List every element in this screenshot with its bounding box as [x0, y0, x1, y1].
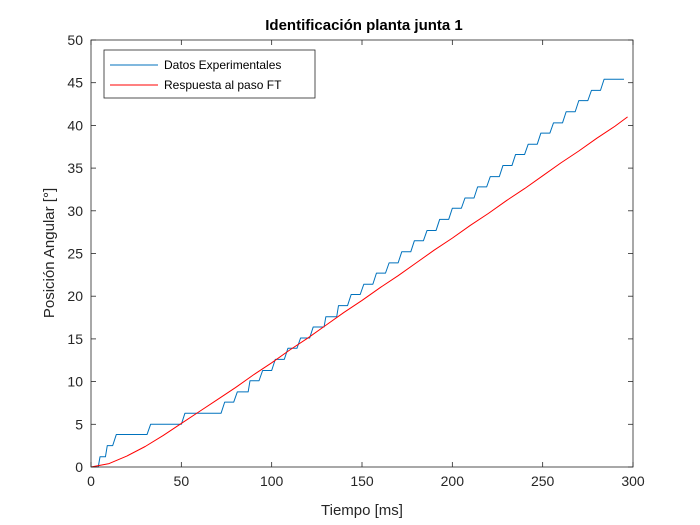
- legend-box: [103, 49, 316, 99]
- x-tick-label: 0: [87, 473, 95, 489]
- y-tick-label: 50: [67, 32, 83, 48]
- y-tick-label: 25: [67, 246, 83, 262]
- x-tick-label: 50: [174, 473, 190, 489]
- series-layer: [90, 78, 628, 468]
- y-tick-label: 0: [75, 459, 83, 475]
- x-axis: 0 50 100 150 200 250 300: [87, 40, 645, 489]
- y-tick-label: 10: [67, 374, 83, 390]
- y-tick-label: 15: [67, 331, 83, 347]
- x-tick-label: 100: [260, 473, 284, 489]
- x-tick-label: 250: [531, 473, 555, 489]
- x-tick-label: 300: [621, 473, 645, 489]
- series-line-0: [91, 78, 624, 468]
- legend: Datos Experimentales Respuesta al paso F…: [103, 49, 316, 99]
- legend-label-datos-experimentales: Datos Experimentales: [164, 58, 281, 72]
- series-line-1: [90, 116, 628, 468]
- y-axis-label: Posición Angular [°]: [41, 188, 58, 318]
- y-tick-label: 40: [67, 117, 83, 133]
- x-tick-label: 150: [350, 473, 374, 489]
- y-tick-label: 5: [75, 416, 83, 432]
- y-tick-label: 30: [67, 203, 83, 219]
- y-tick-label: 20: [67, 288, 83, 304]
- y-tick-label: 35: [67, 160, 83, 176]
- plot-area: [91, 40, 633, 467]
- chart-title: Identificación planta junta 1: [265, 17, 463, 34]
- x-tick-label: 200: [441, 473, 465, 489]
- legend-label-respuesta-al-paso-ft: Respuesta al paso FT: [164, 78, 282, 92]
- y-tick-label: 45: [67, 75, 83, 91]
- y-axis: 0 5 10 15 20 25 30 35 40 45 50: [67, 32, 633, 475]
- x-axis-label: Tiempo [ms]: [321, 502, 403, 519]
